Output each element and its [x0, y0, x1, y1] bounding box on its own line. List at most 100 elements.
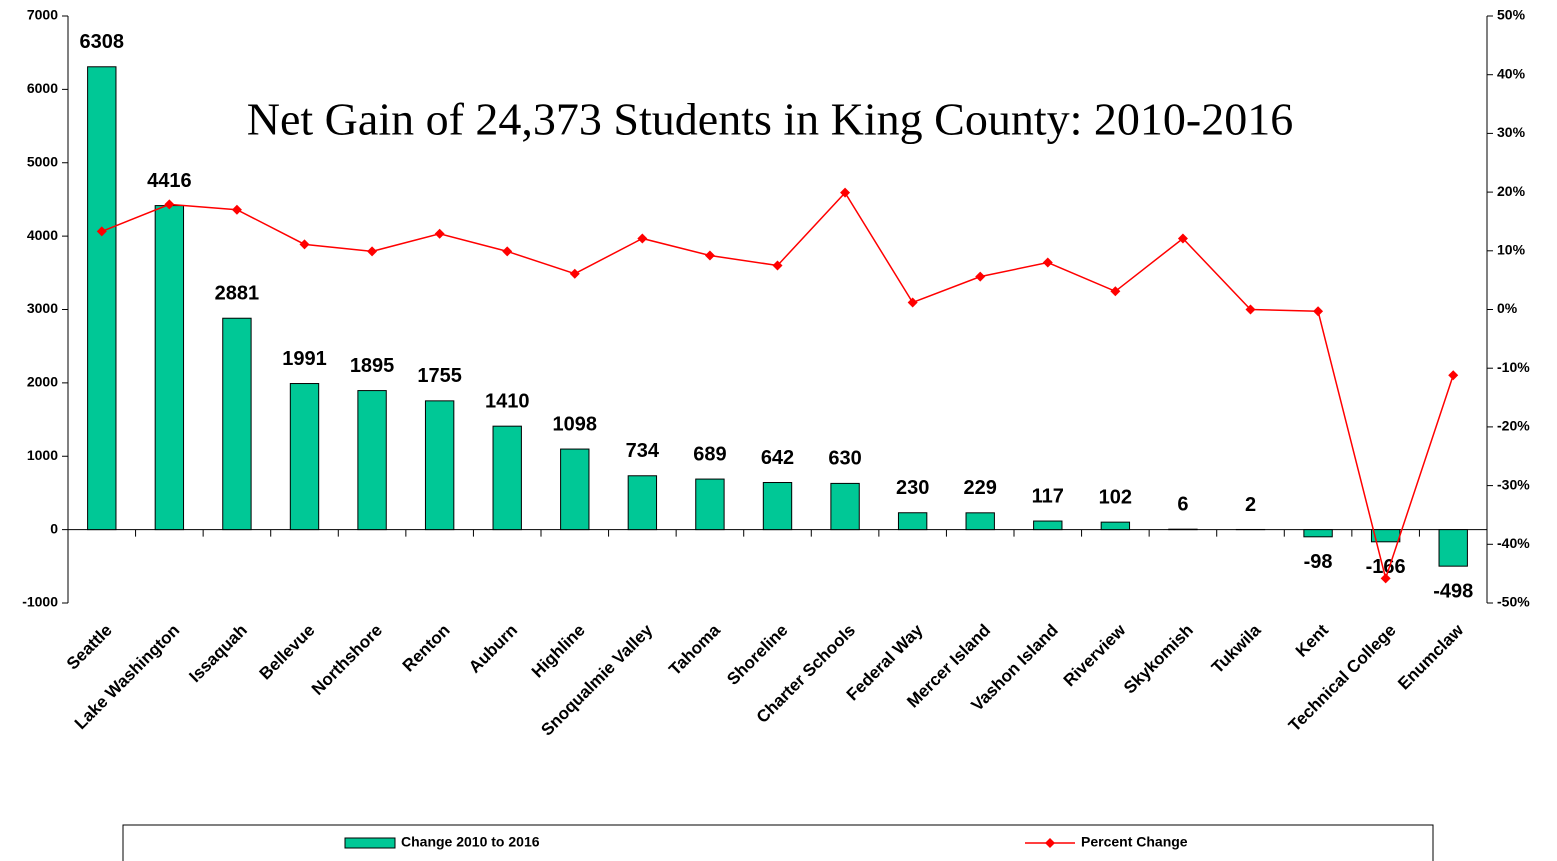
legend-marker [1045, 838, 1055, 848]
y-tick-label: 7000 [27, 7, 58, 23]
bar [87, 66, 117, 531]
data-label: 1098 [553, 413, 598, 435]
bar [762, 482, 793, 531]
line-marker [1042, 257, 1053, 268]
data-label: -498 [1433, 580, 1473, 602]
x-tick-label: Northshore [308, 621, 386, 699]
y2-tick-label: 0% [1497, 300, 1518, 316]
data-label: 6 [1177, 493, 1188, 515]
line-marker [1380, 573, 1391, 584]
x-tick-label: Issaquah [185, 621, 251, 687]
data-label: 642 [761, 447, 794, 469]
line-marker [704, 250, 715, 261]
line-marker [1245, 304, 1256, 315]
data-label: 102 [1099, 486, 1132, 508]
data-label: 2 [1245, 494, 1256, 516]
line-marker [840, 187, 851, 198]
x-tick-label: Bellevue [256, 621, 319, 684]
line-marker [569, 268, 580, 279]
data-label: 1991 [282, 348, 327, 370]
data-label: 734 [626, 440, 660, 462]
line-marker [637, 233, 648, 244]
data-label: 630 [828, 448, 861, 470]
legend-label: Percent Change [1081, 834, 1188, 850]
x-tick-label: Renton [399, 621, 454, 676]
y2-tick-label: -40% [1497, 535, 1530, 551]
bar [1033, 520, 1063, 531]
y2-tick-label: -10% [1497, 359, 1530, 375]
bar [357, 390, 387, 531]
y2-tick-label: -20% [1497, 418, 1530, 434]
y2-tick-label: 30% [1497, 124, 1526, 140]
x-tick-label: Enumclaw [1394, 620, 1467, 693]
x-tick-label: Auburn [465, 621, 521, 677]
y2-tick-label: 10% [1497, 242, 1526, 258]
bar [1438, 529, 1468, 567]
data-label: 6308 [80, 31, 125, 53]
line-marker [975, 271, 986, 282]
data-label: 2881 [215, 283, 260, 305]
y2-tick-label: -30% [1497, 476, 1530, 492]
legend-label: Change 2010 to 2016 [401, 834, 540, 850]
data-label: -166 [1366, 556, 1406, 578]
y-tick-label: 0 [50, 520, 58, 536]
data-label: 117 [1032, 485, 1064, 507]
bar [627, 475, 658, 531]
line-marker [1110, 286, 1121, 297]
bar [1100, 521, 1131, 531]
line-marker [164, 199, 175, 210]
line-marker [299, 239, 310, 250]
x-tick-label: Shoreline [723, 621, 791, 689]
data-label: 1895 [350, 355, 395, 377]
bar [424, 400, 455, 531]
y-tick-label: 3000 [27, 300, 58, 316]
y-tick-label: 1000 [27, 447, 58, 463]
y-tick-label: 6000 [27, 80, 58, 96]
bar [897, 512, 928, 531]
data-label: 4416 [147, 170, 192, 192]
y-tick-label: 4000 [27, 227, 58, 243]
data-label: -98 [1304, 551, 1333, 573]
x-tick-label: Kent [1292, 620, 1332, 660]
data-label: 1410 [485, 390, 530, 412]
y2-tick-label: -50% [1497, 594, 1530, 610]
y-tick-label: 5000 [27, 153, 58, 169]
line-marker [502, 246, 513, 257]
y-tick-label: 2000 [27, 374, 58, 390]
bar [289, 383, 320, 531]
bar [830, 482, 860, 531]
bar [560, 448, 590, 531]
data-label: 1755 [417, 365, 462, 387]
data-label: 689 [693, 443, 726, 465]
bar [222, 317, 252, 531]
x-tick-label: Tahoma [665, 620, 724, 679]
x-tick-label: Highline [528, 621, 589, 682]
chart-title: Net Gain of 24,373 Students in King Coun… [247, 94, 1293, 145]
line-marker [367, 246, 378, 257]
bar [154, 205, 185, 531]
y2-tick-label: 40% [1497, 65, 1526, 81]
data-label: 230 [896, 477, 929, 499]
x-tick-label: Riverview [1060, 620, 1130, 690]
x-tick-label: Skykomish [1120, 621, 1197, 698]
line-marker [1313, 306, 1324, 317]
x-tick-label: Seattle [63, 621, 116, 674]
line-marker [772, 260, 783, 271]
bar [695, 478, 725, 531]
line-marker [96, 226, 107, 237]
y-tick-label: -1000 [22, 594, 58, 610]
y2-tick-label: 50% [1497, 7, 1526, 23]
bar [1303, 529, 1333, 538]
line-marker [1177, 233, 1188, 244]
line-marker [434, 228, 445, 239]
legend-swatch [344, 837, 396, 849]
x-tick-label: Snoqualmie Valley [537, 620, 656, 739]
bar [965, 512, 995, 531]
line-marker [1448, 370, 1459, 381]
legend-box [122, 824, 1434, 861]
x-tick-label: Tukwila [1208, 620, 1265, 677]
data-label: 229 [964, 477, 997, 499]
line-marker [907, 297, 918, 308]
y2-tick-label: 20% [1497, 183, 1526, 199]
